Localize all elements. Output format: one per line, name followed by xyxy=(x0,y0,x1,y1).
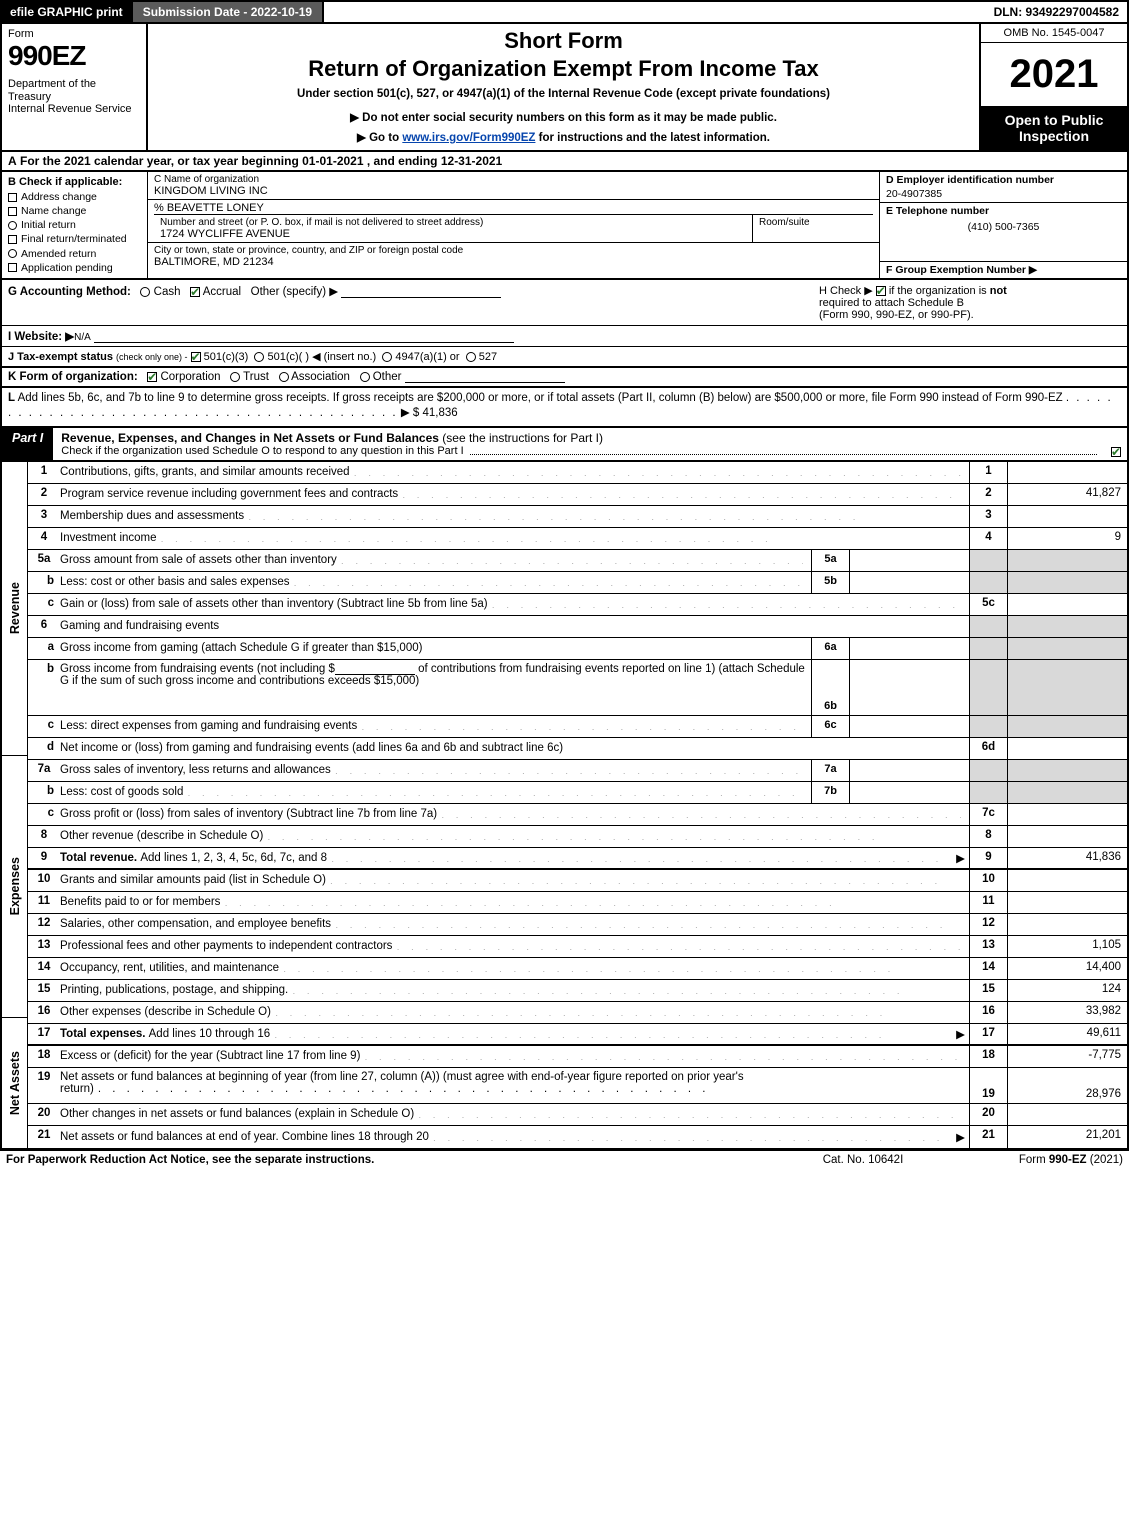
checkbox-initial-return[interactable] xyxy=(8,221,17,230)
efile-print-label[interactable]: efile GRAPHIC print xyxy=(2,2,131,22)
checkbox-accrual[interactable] xyxy=(190,287,200,297)
radio-4947[interactable] xyxy=(382,352,392,362)
form-number: 990EZ xyxy=(8,40,140,72)
line-5b: b Less: cost or other basis and sales ex… xyxy=(28,572,1127,594)
checkbox-application-pending[interactable] xyxy=(8,263,17,272)
note-ssn: ▶ Do not enter social security numbers o… xyxy=(156,110,971,124)
department-label: Department of the Treasury Internal Reve… xyxy=(8,78,140,116)
row-j-tax-status: J Tax-exempt status (check only one) - 5… xyxy=(2,346,1127,366)
form-title: Return of Organization Exempt From Incom… xyxy=(156,56,971,82)
part-i-header: Part I Revenue, Expenses, and Changes in… xyxy=(0,428,1129,462)
line-16: 16 Other expenses (describe in Schedule … xyxy=(28,1002,1127,1024)
form-subtitle: Under section 501(c), 527, or 4947(a)(1)… xyxy=(156,88,971,100)
row-k-form-org: K Form of organization: Corporation Trus… xyxy=(0,368,1129,388)
line-6d: d Net income or (loss) from gaming and f… xyxy=(28,738,1127,760)
footer-left: For Paperwork Reduction Act Notice, see … xyxy=(6,1154,783,1166)
checkbox-501c3[interactable] xyxy=(191,352,201,362)
city-val: BALTIMORE, MD 21234 xyxy=(154,256,873,268)
box-b: B Check if applicable: Address change Na… xyxy=(2,172,148,278)
line-15: 15 Printing, publications, postage, and … xyxy=(28,980,1127,1002)
dln-number: DLN: 93492297004582 xyxy=(986,2,1127,22)
row-g-h: G Accounting Method: Cash Accrual Other … xyxy=(2,280,1127,325)
checkbox-amended[interactable] xyxy=(8,249,17,258)
radio-assoc[interactable] xyxy=(279,372,289,382)
checkbox-final-return[interactable] xyxy=(8,235,17,244)
line-6c: c Less: direct expenses from gaming and … xyxy=(28,716,1127,738)
line-13: 13 Professional fees and other payments … xyxy=(28,936,1127,958)
line-8: 8 Other revenue (describe in Schedule O)… xyxy=(28,826,1127,848)
form-header: Form 990EZ Department of the Treasury In… xyxy=(0,24,1129,152)
radio-527[interactable] xyxy=(466,352,476,362)
radio-cash[interactable] xyxy=(140,287,150,297)
radio-501c[interactable] xyxy=(254,352,264,362)
radio-other[interactable] xyxy=(360,372,370,382)
submission-date: Submission Date - 2022-10-19 xyxy=(131,2,324,22)
line-5c: c Gain or (loss) from sale of assets oth… xyxy=(28,594,1127,616)
line-19: 19 Net assets or fund balances at beginn… xyxy=(28,1068,1127,1104)
short-form-title: Short Form xyxy=(156,28,971,54)
tax-year: 2021 xyxy=(981,43,1127,106)
form-word: Form xyxy=(8,28,140,40)
section-revenue: Revenue xyxy=(2,462,27,755)
group-exemption-label: F Group Exemption Number ▶ xyxy=(886,264,1037,276)
org-name: KINGDOM LIVING INC xyxy=(154,185,873,197)
line-6b: b Gross income from fundraising events (… xyxy=(28,660,1127,716)
room-suite-label: Room/suite xyxy=(753,215,873,242)
part-i-tab: Part I xyxy=(2,428,53,460)
box-c: C Name of organization KINGDOM LIVING IN… xyxy=(148,172,879,278)
line-4: 4 Investment income. . . . . . . . . . .… xyxy=(28,528,1127,550)
section-expenses: Expenses xyxy=(2,755,27,1017)
section-net-assets: Net Assets xyxy=(2,1017,27,1148)
irs-link[interactable]: www.irs.gov/Form990EZ xyxy=(402,132,535,144)
page-footer: For Paperwork Reduction Act Notice, see … xyxy=(0,1150,1129,1169)
line-14: 14 Occupancy, rent, utilities, and maint… xyxy=(28,958,1127,980)
line-7b: b Less: cost of goods sold. . . . . . . … xyxy=(28,782,1127,804)
line-12: 12 Salaries, other compensation, and emp… xyxy=(28,914,1127,936)
part-i-table: Revenue Expenses Net Assets 1 Contributi… xyxy=(0,462,1129,1150)
row-l-gross-receipts: L Add lines 5b, 6c, and 7b to line 9 to … xyxy=(0,388,1129,428)
checkbox-part-i-sched-o[interactable] xyxy=(1111,447,1121,457)
line-2: 2 Program service revenue including gove… xyxy=(28,484,1127,506)
ein-label: D Employer identification number xyxy=(886,174,1121,186)
radio-trust[interactable] xyxy=(230,372,240,382)
line-20: 20 Other changes in net assets or fund b… xyxy=(28,1104,1127,1126)
care-of: % BEAVETTE LONEY xyxy=(154,202,873,214)
line-3: 3 Membership dues and assessments. . . .… xyxy=(28,506,1127,528)
info-block: B Check if applicable: Address change Na… xyxy=(0,172,1129,280)
footer-form-ref: Form 990-EZ (2021) xyxy=(943,1154,1123,1166)
line-21: 21 Net assets or fund balances at end of… xyxy=(28,1126,1127,1148)
line-1: 1 Contributions, gifts, grants, and simi… xyxy=(28,462,1127,484)
tel-val: (410) 500-7365 xyxy=(886,217,1121,233)
omb-number: OMB No. 1545-0047 xyxy=(981,24,1127,43)
ein-val: 20-4907385 xyxy=(886,186,1121,200)
footer-catalog: Cat. No. 10642I xyxy=(783,1154,943,1166)
line-17: 17 Total expenses. Add lines 10 through … xyxy=(28,1024,1127,1046)
city-label: City or town, state or province, country… xyxy=(154,245,873,256)
checkbox-corp[interactable] xyxy=(147,372,157,382)
org-name-label: C Name of organization xyxy=(154,174,873,185)
checkbox-h[interactable] xyxy=(876,286,886,296)
line-7c: c Gross profit or (loss) from sales of i… xyxy=(28,804,1127,826)
line-6: 6 Gaming and fundraising events xyxy=(28,616,1127,638)
row-a-tax-year: A For the 2021 calendar year, or tax yea… xyxy=(0,152,1129,172)
line-18: 18 Excess or (deficit) for the year (Sub… xyxy=(28,1046,1127,1068)
street-val: 1724 WYCLIFFE AVENUE xyxy=(160,228,746,240)
open-to-public: Open to Public Inspection xyxy=(981,106,1127,150)
street-label: Number and street (or P. O. box, if mail… xyxy=(160,217,746,228)
top-bar: efile GRAPHIC print Submission Date - 20… xyxy=(0,0,1129,24)
checkbox-address-change[interactable] xyxy=(8,193,17,202)
row-i-website: I Website: ▶N/A xyxy=(2,325,1127,346)
tel-label: E Telephone number xyxy=(886,205,1121,217)
line-9: 9 Total revenue. Add lines 1, 2, 3, 4, 5… xyxy=(28,848,1127,870)
line-11: 11 Benefits paid to or for members. . . … xyxy=(28,892,1127,914)
line-5a: 5a Gross amount from sale of assets othe… xyxy=(28,550,1127,572)
checkbox-name-change[interactable] xyxy=(8,207,17,216)
line-6a: a Gross income from gaming (attach Sched… xyxy=(28,638,1127,660)
note-link: ▶ Go to www.irs.gov/Form990EZ for instru… xyxy=(156,130,971,144)
line-10: 10 Grants and similar amounts paid (list… xyxy=(28,870,1127,892)
line-7a: 7a Gross sales of inventory, less return… xyxy=(28,760,1127,782)
box-d-e-f: D Employer identification number 20-4907… xyxy=(879,172,1127,278)
